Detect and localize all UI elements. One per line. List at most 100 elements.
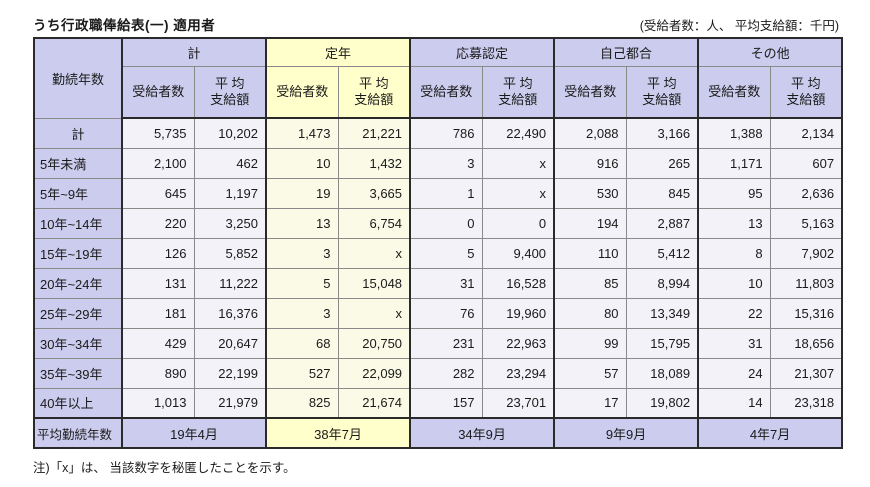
row-label: 20年~24年 (33, 267, 123, 299)
sub-header-average: 平 均 支給額 (769, 65, 843, 119)
data-cell: 21,979 (193, 387, 267, 419)
table-row: 15年~19年 126 5,852 3 x 5 9,400 110 5,412 8 7,902 (33, 237, 843, 269)
data-cell: 57 (553, 357, 627, 389)
data-cell: 6,754 (337, 207, 411, 239)
sub-header-average: 平 均 支給額 (193, 65, 267, 119)
data-cell: 462 (193, 147, 267, 179)
group-header-mandatory-retirement: 定年 (265, 37, 411, 67)
data-cell: 15,048 (337, 267, 411, 299)
col-header-years-of-service: 勤続年数 (33, 37, 123, 119)
row-label: 25年~29年 (33, 297, 123, 329)
data-cell: 16,376 (193, 297, 267, 329)
sub-header-recipients: 受給者数 (265, 65, 339, 119)
data-cell: 21,307 (769, 357, 843, 389)
data-cell: 10 (265, 147, 339, 179)
table-row: 10年~14年 220 3,250 13 6,754 0 0 194 2,887 13 5,163 (33, 207, 843, 239)
data-cell: 15,316 (769, 297, 843, 329)
summary-row-label: 平均勤続年数 (33, 417, 123, 449)
data-cell: 68 (265, 327, 339, 359)
summary-cell-other: 4年7月 (697, 417, 843, 449)
data-cell: 157 (409, 387, 483, 419)
data-cell: 18,089 (625, 357, 699, 389)
group-header-application-certified: 応募認定 (409, 37, 555, 67)
data-cell: 18,656 (769, 327, 843, 359)
data-cell: 3 (409, 147, 483, 179)
sub-header-row: 受給者数 平 均 支給額 受給者数 平 均 支給額 受給者数 平 均 支給額 受… (34, 65, 843, 119)
table-caption-bar: うち行政職俸給表(一) 適用者 (受給者数：人、 平均支給額：千円) (33, 10, 839, 34)
data-cell: 13 (265, 207, 339, 239)
data-cell: 1,473 (265, 117, 339, 149)
sub-header-average: 平 均 支給額 (481, 65, 555, 119)
data-cell: 5 (409, 237, 483, 269)
data-cell: 21,674 (337, 387, 411, 419)
group-header-row: 勤続年数 計 定年 応募認定 自己都合 その他 (33, 37, 843, 119)
data-cell: 5,163 (769, 207, 843, 239)
data-cell: 645 (121, 177, 195, 209)
data-cell: 85 (553, 267, 627, 299)
data-cell: 845 (625, 177, 699, 209)
data-cell: 22 (697, 297, 771, 329)
data-cell: 231 (409, 327, 483, 359)
data-cell: 23,701 (481, 387, 555, 419)
group-header-total: 計 (120, 37, 267, 67)
data-cell: 786 (409, 117, 483, 149)
data-cell: 1,013 (121, 387, 195, 419)
data-cell: 23,318 (769, 387, 843, 419)
row-label: 35年~39年 (33, 357, 123, 389)
data-cell: 3 (265, 237, 339, 269)
data-cell: 22,490 (481, 117, 555, 149)
table-row: 30年~34年 429 20,647 68 20,750 231 22,963 99 15,79… (33, 327, 843, 359)
data-cell: 890 (121, 357, 195, 389)
data-cell: 2,088 (553, 117, 627, 149)
data-cell: 10 (697, 267, 771, 299)
data-cell: 11,222 (193, 267, 267, 299)
data-cell: 3 (265, 297, 339, 329)
data-cell: 282 (409, 357, 483, 389)
summary-row: 平均勤続年数 19年4月 38年7月 34年9月 9年9月 4年7月 (33, 417, 843, 449)
data-cell: 131 (121, 267, 195, 299)
sub-header-average: 平 均 支給額 (625, 65, 699, 119)
data-cell: 19 (265, 177, 339, 209)
data-cell: 1 (409, 177, 483, 209)
data-cell: 21,221 (337, 117, 411, 149)
footnote: 注)「x」は、 当該数字を秘匿したことを示す。 (33, 461, 296, 475)
sub-header-average: 平 均 支給額 (337, 65, 411, 119)
data-cell: 19,960 (481, 297, 555, 329)
table-row: 40年以上 1,013 21,979 825 21,674 157 23,701 17 19,8… (33, 387, 843, 419)
sub-header-recipients: 受給者数 (121, 65, 195, 119)
data-cell: 1,432 (337, 147, 411, 179)
data-cell: 1,197 (193, 177, 267, 209)
data-cell: x (337, 297, 411, 329)
data-cell: 9,400 (481, 237, 555, 269)
data-cell: 17 (553, 387, 627, 419)
data-cell: 916 (553, 147, 627, 179)
data-cell: 181 (121, 297, 195, 329)
data-cell: 3,665 (337, 177, 411, 209)
row-label: 30年~34年 (33, 327, 123, 359)
data-cell: 825 (265, 387, 339, 419)
summary-cell-total: 19年4月 (120, 417, 267, 449)
data-cell: 5,412 (625, 237, 699, 269)
data-cell: 13 (697, 207, 771, 239)
data-cell: 24 (697, 357, 771, 389)
data-cell: 5,735 (121, 117, 195, 149)
table-row: 35年~39年 890 22,199 527 22,099 282 23,294 57 18,0… (33, 357, 843, 389)
sub-header-recipients: 受給者数 (697, 65, 771, 119)
data-cell: 3,166 (625, 117, 699, 149)
table-body: 計 5,735 10,202 1,473 21,221 786 22,490 2,088 3,1… (33, 117, 843, 419)
page-title: うち行政職俸給表(一) 適用者 (33, 18, 216, 33)
data-cell: 265 (625, 147, 699, 179)
data-cell: 527 (265, 357, 339, 389)
data-cell: x (481, 177, 555, 209)
data-cell: 13,349 (625, 297, 699, 329)
summary-cell-personal-reasons: 9年9月 (553, 417, 699, 449)
data-cell: 22,099 (337, 357, 411, 389)
data-cell: 1,388 (697, 117, 771, 149)
data-cell: 31 (697, 327, 771, 359)
data-cell: 0 (481, 207, 555, 239)
row-label: 5年未満 (33, 147, 123, 179)
row-label: 15年~19年 (33, 237, 123, 269)
row-label: 40年以上 (33, 387, 123, 419)
data-cell: 16,528 (481, 267, 555, 299)
data-cell: 76 (409, 297, 483, 329)
